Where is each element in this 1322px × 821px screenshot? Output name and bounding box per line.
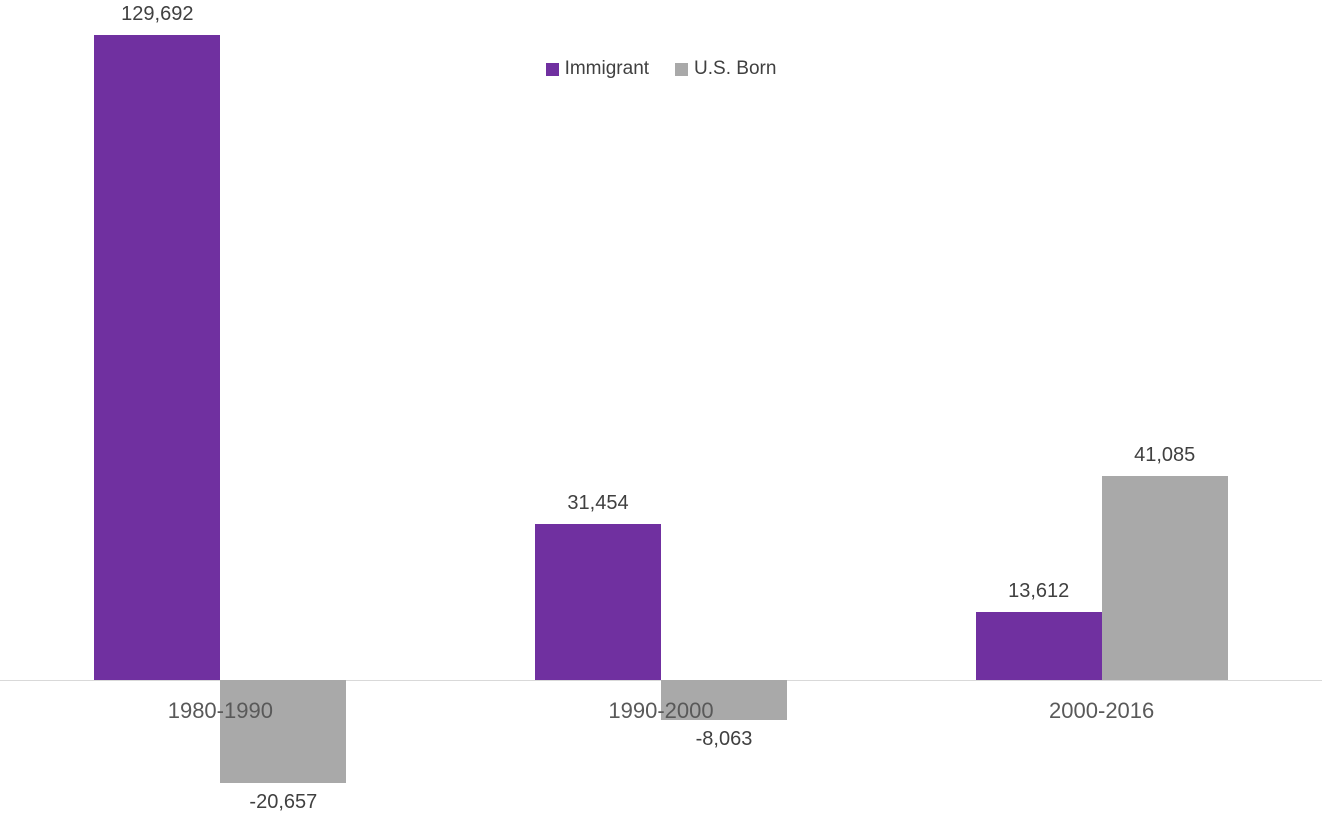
bar-u-s-born-1990-2000 bbox=[661, 680, 787, 721]
chart-legend: Immigrant U.S. Born bbox=[0, 58, 1322, 80]
category-label-1990-2000: 1990-2000 bbox=[608, 698, 714, 723]
legend-label-u-s-born: U.S. Born bbox=[694, 58, 777, 79]
value-label-u-s-born-1990-2000: -8,063 bbox=[695, 728, 753, 751]
value-label-u-s-born-1980-1990: -20,657 bbox=[249, 790, 318, 813]
legend-label-immigrant: Immigrant bbox=[564, 58, 650, 79]
bar-u-s-born-1980-1990 bbox=[220, 680, 347, 783]
legend-swatch-immigrant bbox=[545, 62, 559, 76]
value-label-u-s-born-2000-2016: 41,085 bbox=[1134, 443, 1196, 466]
bar-u-s-born-2000-2016 bbox=[1101, 475, 1228, 680]
category-label-1980-1990: 1980-1990 bbox=[167, 698, 273, 723]
value-label-immigrant-1980-1990: 129,692 bbox=[121, 3, 194, 25]
bar-immigrant-1980-1990 bbox=[94, 35, 221, 680]
legend-item-u-s-born: U.S. Born bbox=[675, 58, 776, 80]
legend-item-immigrant: Immigrant bbox=[545, 58, 650, 80]
value-label-immigrant-2000-2016: 13,612 bbox=[1008, 580, 1070, 603]
value-label-immigrant-1990-2000: 31,454 bbox=[567, 491, 629, 514]
bar-immigrant-2000-2016 bbox=[975, 612, 1102, 680]
category-label-2000-2016: 2000-2016 bbox=[1049, 698, 1155, 723]
bar-immigrant-1990-2000 bbox=[535, 523, 661, 680]
legend-swatch-u-s-born bbox=[675, 62, 689, 76]
